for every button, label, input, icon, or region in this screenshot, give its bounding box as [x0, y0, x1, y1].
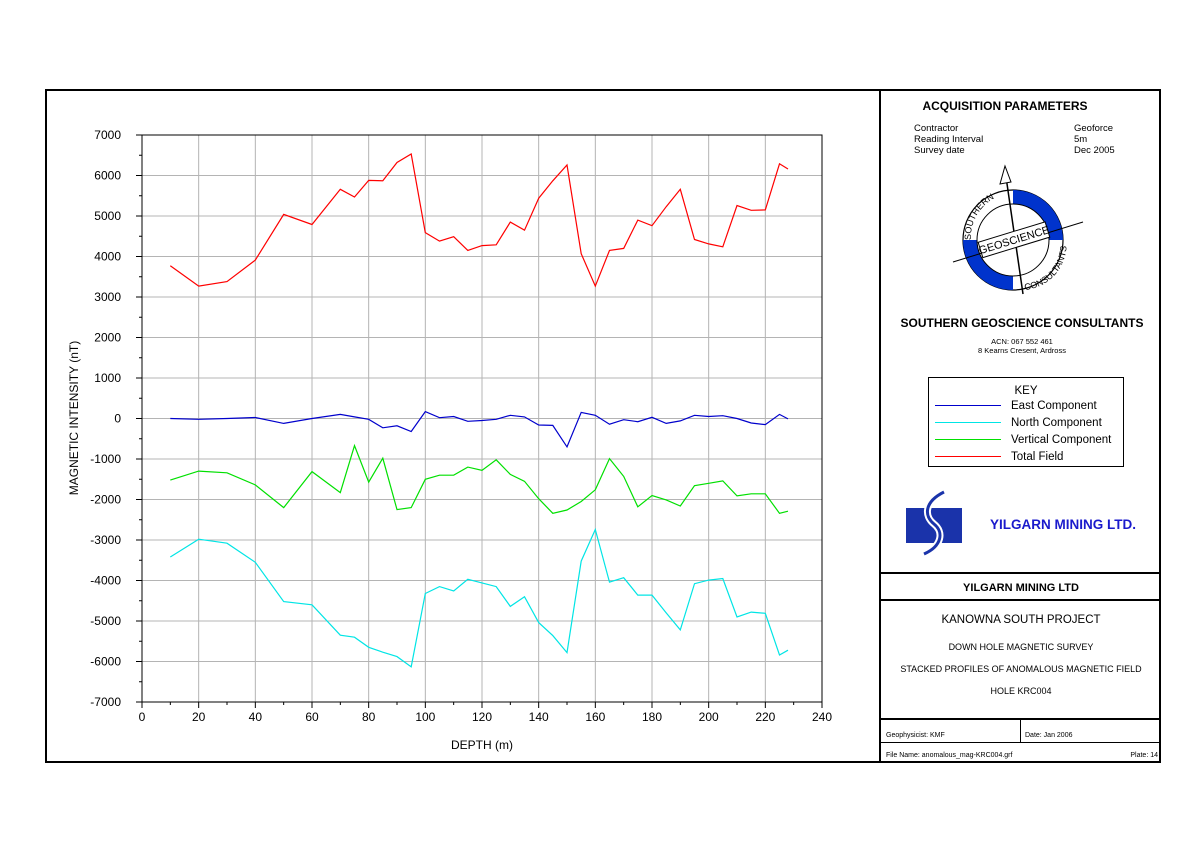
geophysicist: Geophysicist: KMF [886, 732, 945, 739]
legend-label: Vertical Component [1011, 433, 1112, 446]
x-tick-label: 180 [642, 710, 662, 724]
y-axis: 7000 6000 5000 4000 3000 2000 1000 0 -1000 -2000 -… [90, 128, 142, 709]
y-tick-label: 6000 [94, 169, 121, 183]
x-tick-label: 200 [699, 710, 719, 724]
legend-swatch [935, 405, 1001, 406]
acq-row: Survey date Dec 2005 [914, 145, 1124, 156]
project-name: KANOWNA SOUTH PROJECT [941, 614, 1101, 626]
acquisition-title: ACQUISITION PARAMETERS [922, 99, 1088, 113]
divider-line [879, 599, 1161, 601]
y-tick-label: -1000 [90, 452, 121, 466]
x-tick-label: 40 [249, 710, 263, 724]
drawing-frame [45, 89, 1161, 763]
y-tick-label: -4000 [90, 574, 121, 588]
client-name: YILGARN MINING LTD [963, 582, 1079, 594]
y-tick-label: 3000 [94, 290, 121, 304]
x-tick-label: 0 [139, 710, 146, 724]
x-tick-label: 20 [192, 710, 206, 724]
date: Date: Jan 2006 [1025, 732, 1073, 739]
y-tick-label: 4000 [94, 250, 121, 264]
legend-swatch [935, 456, 1001, 457]
y-tick-label: 5000 [94, 209, 121, 223]
legend-item: Total Field [929, 448, 1123, 465]
y-axis-label: MAGNETIC INTENSITY (nT) [67, 341, 81, 495]
x-tick-label: 120 [472, 710, 492, 724]
x-axis-label: DEPTH (m) [451, 738, 513, 752]
y-tick-label: -5000 [90, 614, 121, 628]
acq-value: Dec 2005 [1074, 145, 1115, 156]
legend-title: KEY [1014, 385, 1038, 397]
company-name: SOUTHERN GEOSCIENCE CONSULTANTS [900, 316, 1144, 330]
x-tick-label: 140 [529, 710, 549, 724]
plate-number: Plate: 14 [1130, 752, 1158, 759]
company-address: 8 Kearns Cresent, Ardross [978, 346, 1066, 355]
x-tick-label: 100 [415, 710, 435, 724]
y-tick-label: 2000 [94, 331, 121, 345]
legend-item: East Component [929, 397, 1123, 414]
yilgarn-name: YILGARN MINING LTD. [990, 517, 1136, 532]
x-tick-label: 220 [755, 710, 775, 724]
x-axis: 0 20 40 60 80 100 120 140 160 180 200 220 240 [139, 702, 832, 724]
legend-swatch [935, 439, 1001, 440]
acq-row: Contractor Geoforce [914, 123, 1124, 134]
legend-item: Vertical Component [929, 431, 1123, 448]
company-acn: ACN: 067 552 461 [991, 337, 1053, 346]
x-tick-label: 60 [305, 710, 319, 724]
legend-items: East Component North Component Vertical Co… [929, 397, 1123, 465]
y-tick-label: 0 [114, 412, 121, 426]
acq-label: Reading Interval [914, 134, 984, 145]
chart-grid [141, 134, 823, 703]
legend-item: North Component [929, 414, 1123, 431]
file-name: File Name: anomalous_mag-KRC004.grf [886, 752, 1013, 759]
y-tick-label: 1000 [94, 371, 121, 385]
survey-name: DOWN HOLE MAGNETIC SURVEY [948, 642, 1094, 652]
divider-line [1020, 719, 1021, 743]
yilgarn-logo [906, 488, 962, 558]
sgc-logo: GEOSCIENCE SOUTHERN CONSULTANTS [952, 164, 1084, 295]
x-tick-label: 240 [812, 710, 832, 724]
y-tick-label: -2000 [90, 493, 121, 507]
series-line-east-component [170, 410, 789, 449]
series-group [169, 153, 789, 668]
hole-id: HOLE KRC004 [990, 686, 1052, 696]
series-line-vertical-component [170, 443, 789, 514]
x-tick-label: 80 [362, 710, 376, 724]
y-tick-label: 7000 [94, 128, 121, 142]
legend-label: East Component [1011, 399, 1097, 412]
legend: KEY East Component North Component Vertica… [928, 377, 1124, 467]
y-tick-label: -6000 [90, 655, 121, 669]
survey-description: STACKED PROFILES OF ANOMALOUS MAGNETIC F… [900, 664, 1142, 674]
series-line-total-field [169, 153, 789, 288]
acq-row: Reading Interval 5m [914, 134, 1124, 145]
legend-label: North Component [1011, 416, 1102, 429]
y-tick-label: -7000 [90, 695, 121, 709]
acq-label: Survey date [914, 145, 965, 156]
series-line-north-component [169, 527, 789, 668]
panel-divider [879, 89, 881, 763]
y-tick-label: -3000 [90, 533, 121, 547]
acquisition-table: Contractor Geoforce Reading Interval 5m … [914, 123, 1124, 156]
acq-value: Geoforce [1074, 123, 1114, 134]
legend-label: Total Field [1011, 450, 1064, 463]
divider-line [879, 572, 1161, 574]
acq-label: Contractor [914, 123, 959, 134]
legend-swatch [935, 422, 1001, 423]
logo-bottom-text: CONSULTANTS [1024, 245, 1069, 292]
x-tick-label: 160 [585, 710, 605, 724]
logo-top-text: SOUTHERN [963, 191, 996, 240]
acq-value: 5m [1074, 134, 1088, 145]
